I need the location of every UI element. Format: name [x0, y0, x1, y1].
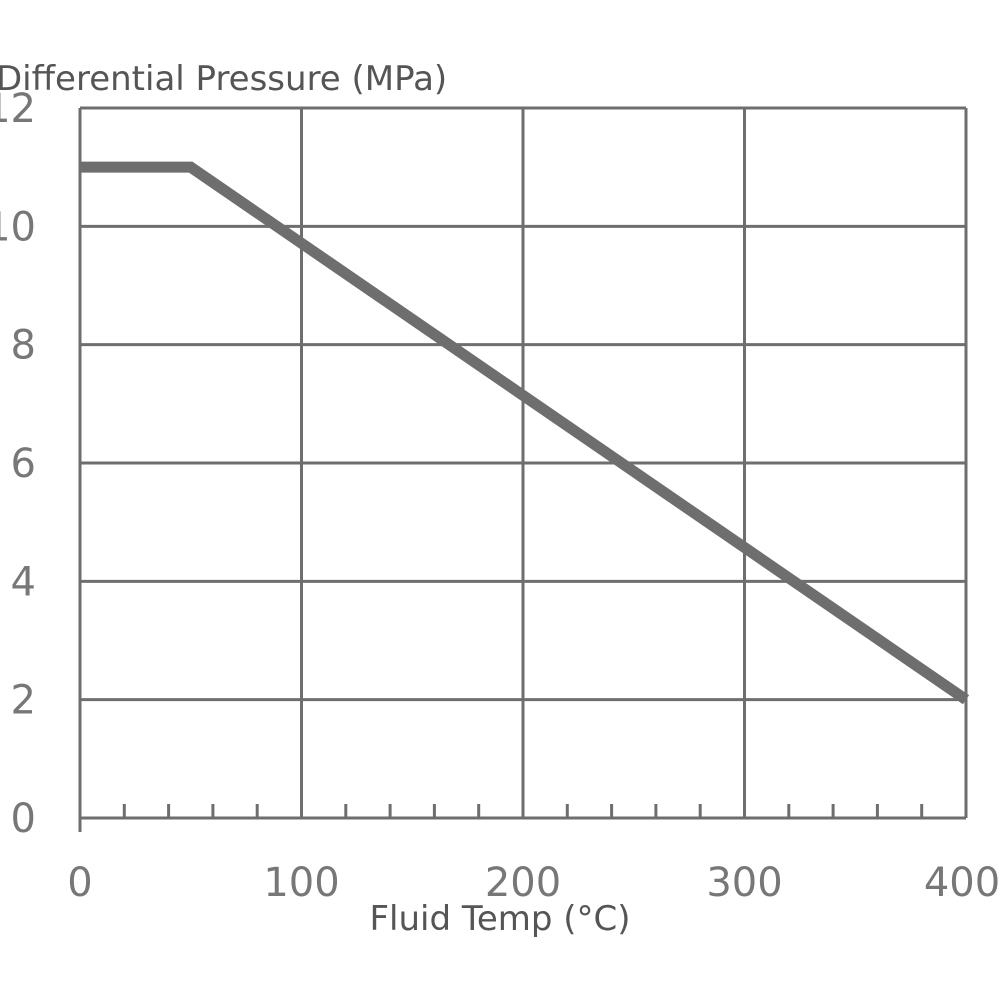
- tick-labels: 0 2 4 6 8 10 12 0 100 200 300 400: [0, 86, 1000, 906]
- x-tick-label-200: 200: [485, 860, 561, 906]
- y-tick-label-8: 8: [11, 323, 36, 369]
- y-tick-label-6: 6: [11, 441, 36, 487]
- grid-lines: [78, 106, 968, 832]
- y-axis-title: Differential Pressure (MPa): [0, 59, 447, 99]
- x-axis-title: Fluid Temp (°C): [369, 899, 630, 939]
- series-line-0: [80, 161, 970, 705]
- x-tick-label-0: 0: [67, 860, 92, 906]
- x-tick-label-400: 400: [924, 860, 1000, 906]
- x-tick-label-100: 100: [263, 860, 339, 906]
- y-tick-label-10: 10: [0, 204, 36, 250]
- y-tick-label-2: 2: [11, 678, 36, 724]
- data-series: [80, 161, 970, 705]
- y-tick-label-4: 4: [11, 559, 36, 605]
- y-tick-label-12: 12: [0, 86, 36, 132]
- x-minor-ticks: [122, 804, 924, 818]
- y-tick-label-0: 0: [11, 796, 36, 842]
- x-tick-label-300: 300: [706, 860, 782, 906]
